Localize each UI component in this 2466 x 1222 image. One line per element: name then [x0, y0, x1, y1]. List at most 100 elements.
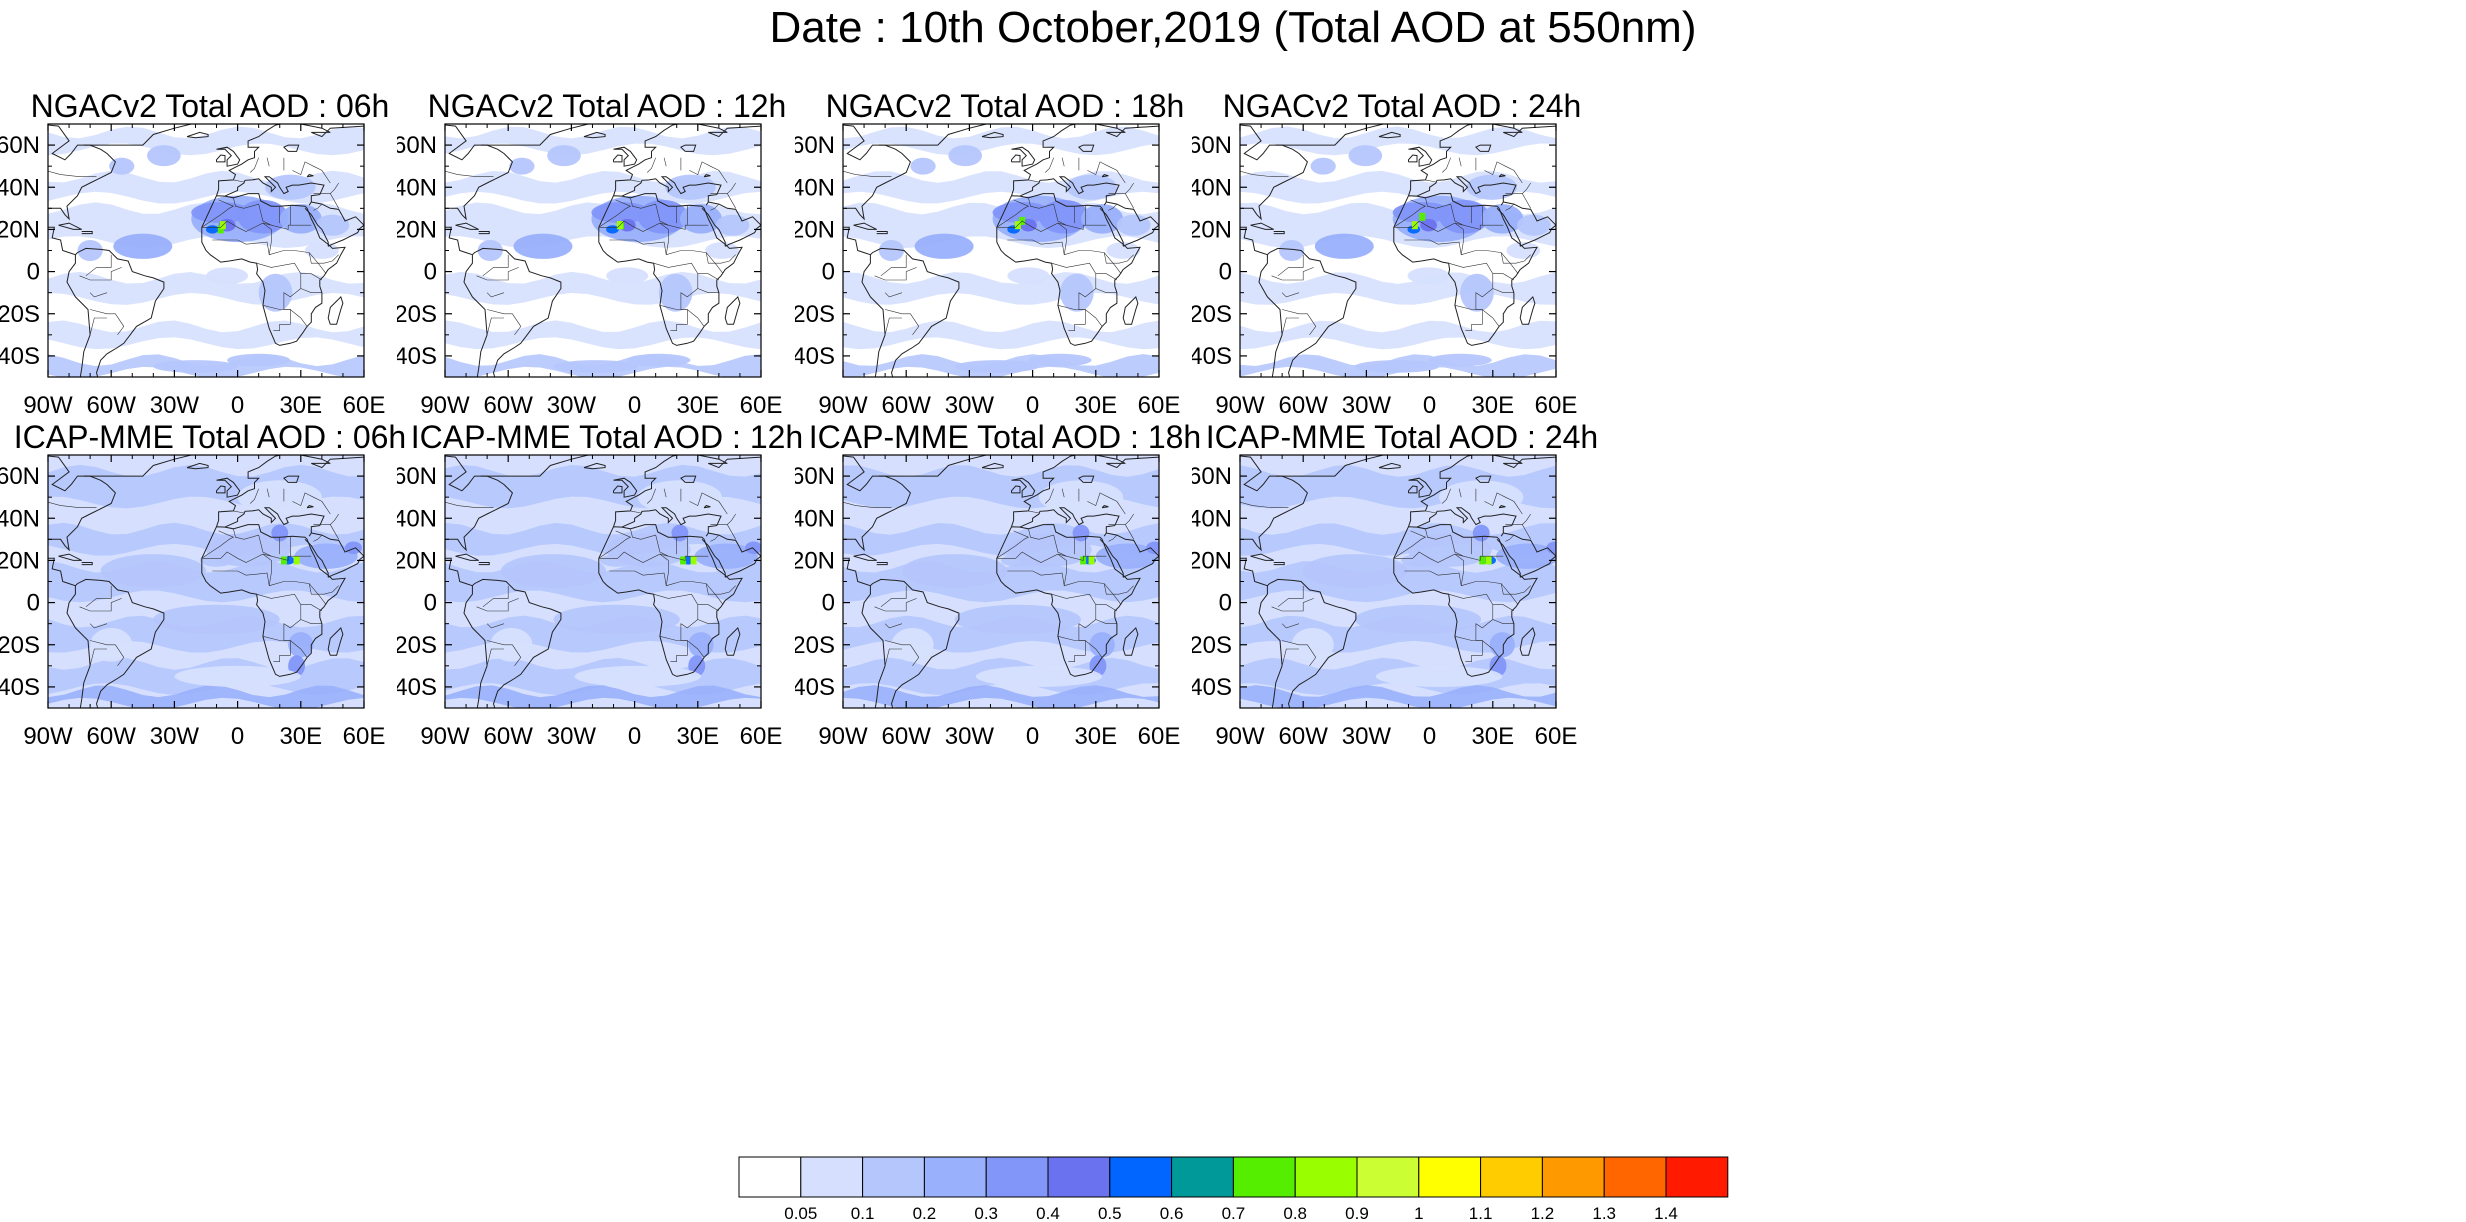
coastline — [1496, 538, 1521, 578]
country-border — [689, 161, 728, 184]
country-border — [330, 513, 339, 525]
aod-blob — [901, 554, 1008, 588]
country-border — [843, 501, 892, 508]
lat-tick-label: 60N — [397, 132, 437, 159]
country-border — [1028, 197, 1054, 209]
aod-blob — [513, 233, 573, 259]
aod-blob — [606, 267, 649, 285]
country-border — [1057, 636, 1086, 662]
aod-blob — [1460, 273, 1494, 312]
aod-band — [843, 320, 1159, 350]
colorbar-swatch — [923, 1156, 987, 1198]
map-plot: 60N 40N 20N 0 20S 40S 90W 60W 30W 0 30E 60E — [795, 123, 1180, 419]
country-border — [258, 535, 272, 557]
panel-title: ICAP-MME Total AOD : 18h — [808, 419, 1202, 455]
country-border — [1277, 254, 1304, 277]
coastline — [1408, 146, 1433, 167]
country-border — [1505, 193, 1531, 209]
aod-band — [445, 320, 761, 350]
lon-tick-label: 0 — [1423, 723, 1436, 750]
country-border — [476, 267, 519, 281]
country-border — [795, 204, 828, 217]
aod-field — [1240, 455, 1556, 708]
country-border — [1108, 534, 1118, 542]
coastline — [1122, 626, 1139, 656]
lat-tick-label: 60N — [397, 463, 437, 490]
lon-tick-label: 30W — [150, 723, 200, 750]
colorbar-swatch — [738, 1156, 802, 1198]
coastline — [478, 562, 490, 566]
coastline — [1416, 176, 1517, 206]
aod-blob — [1375, 665, 1503, 687]
country-border — [1281, 317, 1299, 335]
coastline — [1378, 462, 1401, 470]
country-border — [308, 583, 339, 595]
lat-tick-label: 0 — [424, 590, 437, 617]
country-border — [885, 640, 920, 666]
coastline — [1408, 477, 1433, 498]
aod-blob — [1354, 360, 1440, 373]
coastline — [1503, 532, 1556, 578]
country-border — [486, 648, 504, 666]
lon-tick-label: 60E — [740, 392, 783, 419]
country-border — [1057, 305, 1086, 331]
map-plot: 60N 40N 20N 0 20S 40S 90W 60W 30W 0 30E 60E — [1192, 123, 1578, 419]
coastline — [1393, 524, 1538, 677]
map-panel-icap-mme-12h: ICAP-MME Total AOD : 12h 60N 40N 20N 0 20S 40S… — [397, 417, 957, 957]
coastline — [1275, 455, 1384, 477]
lon-tick-label: 30E — [1074, 723, 1117, 750]
lat-tick-label: 20S — [795, 301, 835, 328]
aod-band — [48, 126, 364, 156]
lon-tick-label: 90W — [1215, 723, 1265, 750]
country-border — [653, 593, 705, 658]
aod-blob — [1066, 174, 1117, 200]
country-border — [1108, 524, 1134, 540]
coastline — [81, 562, 93, 566]
lon-tick-label: 60E — [740, 723, 783, 750]
aod-blob — [237, 199, 289, 234]
map-panel-ngacv2-18h: NGACv2 Total AOD : 18h 60N 40N 20N 0 20S 40S 90… — [795, 86, 1355, 626]
panel-title: NGACv2 Total AOD : 18h — [825, 88, 1185, 124]
country-border — [313, 534, 323, 542]
country-border — [1125, 513, 1134, 525]
country-border — [659, 222, 669, 255]
lon-tick-label: 60E — [1535, 392, 1578, 419]
country-border — [598, 199, 632, 228]
coastlines — [843, 455, 1159, 708]
map-plot: 60N 40N 20N 0 20S 40S 90W 60W 30W 0 30E 60E — [0, 123, 385, 419]
aod-blob — [1506, 242, 1541, 259]
country-border — [1454, 636, 1483, 662]
lat-tick-label: 40S — [1192, 343, 1232, 370]
country-border — [727, 513, 736, 525]
country-border — [308, 252, 339, 264]
aod-band — [48, 320, 364, 350]
country-border — [1505, 524, 1531, 540]
coastline — [613, 154, 623, 163]
aod-blob — [1106, 242, 1141, 259]
lat-tick-label: 20N — [795, 547, 835, 574]
country-border — [795, 535, 828, 548]
country-border — [1007, 239, 1122, 274]
lon-tick-label: 60E — [343, 723, 386, 750]
country-border — [630, 197, 656, 209]
map-plot: 60N 40N 20N 0 20S 40S 90W 60W 30W 0 30E 60E — [0, 454, 386, 750]
colorbar-swatch — [1480, 1156, 1543, 1198]
lon-tick-label: 0 — [1423, 392, 1436, 419]
country-border — [1450, 204, 1464, 226]
aod-blob — [1310, 157, 1336, 175]
coastline — [1416, 507, 1517, 537]
lon-tick-label: 30W — [150, 392, 200, 419]
country-border — [1095, 604, 1118, 612]
country-border — [659, 636, 688, 662]
aod-hotspot — [690, 556, 697, 565]
aod-blob — [1428, 353, 1492, 367]
country-border — [1053, 204, 1067, 226]
country-border — [1103, 252, 1134, 264]
lon-tick-label: 90W — [818, 723, 868, 750]
lon-tick-label: 60W — [882, 723, 932, 750]
country-border — [89, 292, 108, 298]
country-border — [1192, 535, 1225, 548]
lon-tick-label: 30E — [676, 392, 719, 419]
lon-tick-label: 60E — [1535, 723, 1578, 750]
lat-tick-label: 40N — [795, 505, 835, 532]
